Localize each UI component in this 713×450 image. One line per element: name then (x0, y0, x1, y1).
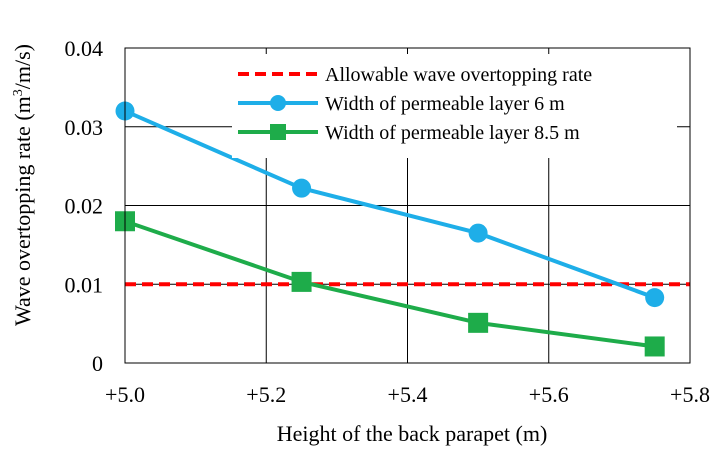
series-2-point (292, 178, 312, 198)
x-tick-label: +5.4 (388, 382, 428, 407)
y-tick-label: 0.01 (65, 272, 104, 297)
x-axis-label: Height of the back parapet (m) (277, 421, 548, 446)
y-tick-label: 0.03 (65, 115, 104, 140)
x-tick-label: +5.8 (670, 382, 710, 407)
series-2-point (468, 223, 488, 243)
legend-marker-2 (270, 95, 286, 111)
tick-labels: 0 0.01 0.02 0.03 0.04 +5.0 +5.2 +5.4 +5.6 +5.8 (65, 36, 710, 407)
legend-label-1: Allowable wave overtopping rate (325, 64, 592, 86)
legend-marker-3 (270, 124, 286, 140)
series-3-point (291, 271, 312, 292)
legend-label-2: Width of permeable layer 6 m (325, 93, 565, 115)
series-line-3 (124, 219, 655, 349)
y-tick-label: 0 (92, 351, 103, 376)
y-axis-label-superscript: 3 (11, 89, 26, 96)
series-line-2 (124, 109, 656, 300)
x-tick-label: +5.2 (246, 382, 286, 407)
plot-frame (124, 47, 691, 364)
x-tick-label: +5.6 (529, 382, 569, 407)
y-axis-label-tail: /m/s) (10, 44, 35, 89)
y-axis-label-main: Wave overtopping rate (m (10, 96, 35, 326)
legend-label-3: Width of permeable layer 8.5 m (325, 122, 580, 144)
series-2-point (645, 288, 665, 308)
y-tick-label: 0.04 (65, 36, 104, 61)
series-3-point (468, 312, 489, 333)
y-axis-label: Wave overtopping rate (m3/m/s) (10, 44, 35, 326)
legend-background (232, 54, 677, 158)
x-tick-label: +5.0 (105, 382, 145, 407)
legend: Allowable wave overtopping rate Width of … (232, 54, 677, 158)
series-3-point (644, 336, 665, 357)
y-tick-label: 0.02 (65, 194, 104, 219)
